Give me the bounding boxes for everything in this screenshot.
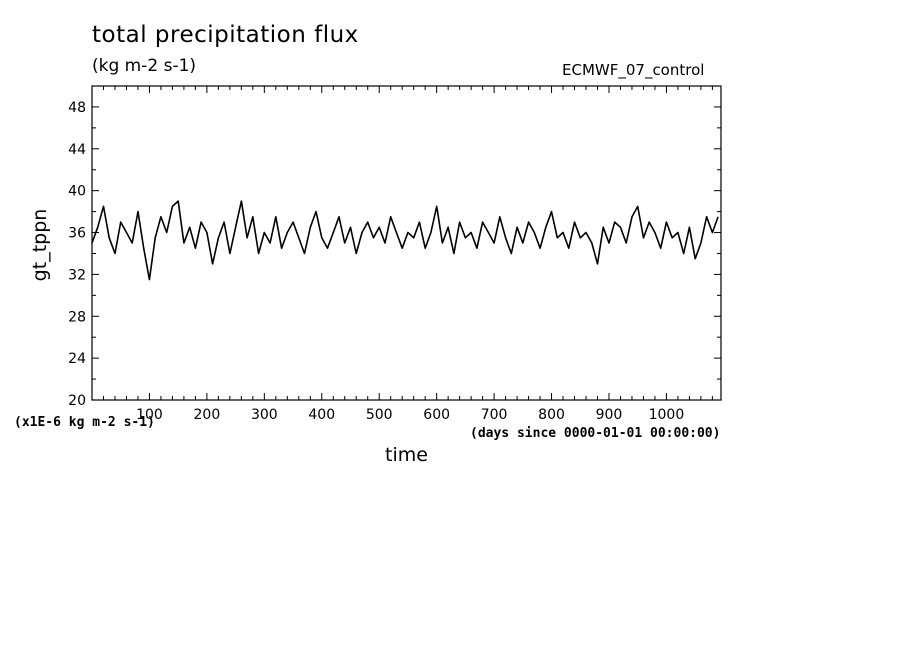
x-tick-label: 1000 xyxy=(649,407,685,423)
y-tick-label: 40 xyxy=(68,184,86,200)
y-tick-label: 24 xyxy=(68,351,86,367)
scale-note: (x1E-6 kg m-2 s-1) xyxy=(14,415,155,430)
y-tick-label: 44 xyxy=(68,142,86,158)
y-tick-label: 20 xyxy=(68,393,86,409)
x-tick-label: 600 xyxy=(423,407,450,423)
x-tick-label: 300 xyxy=(251,407,278,423)
chart-title: total precipitation flux xyxy=(92,22,359,48)
x-tick-label: 100 xyxy=(136,407,163,423)
y-tick-label: 36 xyxy=(68,226,86,242)
x-tick-label: 800 xyxy=(538,407,565,423)
x-tick-label: 900 xyxy=(596,407,623,423)
y-tick-label: 28 xyxy=(68,309,86,325)
time-units-note: (days since 0000-01-01 00:00:00) xyxy=(470,426,721,441)
x-tick-label: 500 xyxy=(366,407,393,423)
x-tick-label: 400 xyxy=(308,407,335,423)
experiment-label: ECMWF_07_control xyxy=(562,61,705,79)
x-tick-label: 700 xyxy=(481,407,508,423)
y-tick-label: 48 xyxy=(68,100,86,116)
x-axis-label: time xyxy=(385,444,428,466)
plot-frame xyxy=(91,85,722,401)
tick-labels: 20 24 28 32 36 40 44 48 100 200 300 400 500 600 700 800… xyxy=(68,100,684,423)
x-tick-label: 200 xyxy=(194,407,221,423)
chart-units: (kg m-2 s-1) xyxy=(92,56,197,76)
y-tick-label: 32 xyxy=(68,267,86,283)
series-line xyxy=(91,200,719,281)
